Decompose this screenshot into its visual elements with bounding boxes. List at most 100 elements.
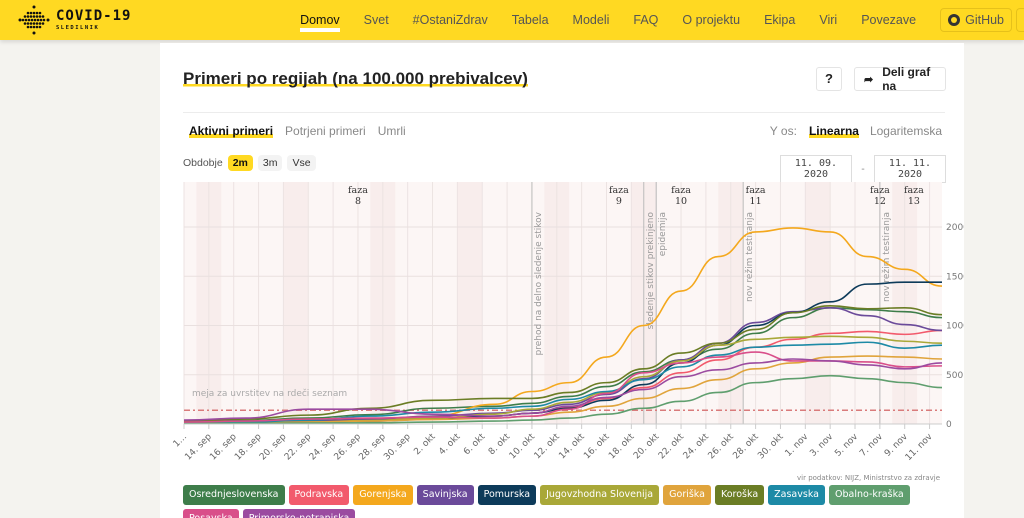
- y-tick-label: 0: [946, 420, 952, 430]
- x-tick-label: 24. okt: [682, 432, 712, 462]
- github-label: GitHub: [965, 13, 1004, 27]
- nav-domov[interactable]: Domov: [300, 13, 340, 32]
- nav-faq[interactable]: FAQ: [633, 13, 659, 27]
- top-navbar: COVID-19 SLEDILNIK Domov Svet #OstaniZdr…: [0, 0, 1024, 40]
- series-line-savinjska: [183, 306, 943, 424]
- legend-item-pomurska[interactable]: Pomurska: [477, 485, 537, 505]
- phase-number: 9: [616, 196, 622, 207]
- period-label: Obdobje: [183, 157, 223, 169]
- phase-number: 10: [675, 196, 687, 207]
- event-label: nov režim testiranja: [882, 212, 892, 302]
- x-tick-label: 12. okt: [533, 432, 563, 462]
- phase-label: faza: [671, 185, 691, 196]
- divider: [183, 112, 945, 113]
- github-button[interactable]: GitHub: [940, 8, 1012, 32]
- x-tick-label: 7. nov: [858, 432, 885, 459]
- y-tick-label: 1000: [946, 322, 964, 332]
- legend-item-koro-ka[interactable]: Koroška: [714, 485, 765, 505]
- period-3m[interactable]: 3m: [257, 155, 283, 171]
- x-tick-label: 1…: [172, 432, 189, 449]
- legend-item-osrednjeslovenska[interactable]: Osrednjeslovenska: [183, 485, 285, 505]
- metric-tabs: Aktivni primeri Potrjeni primeri Umrli: [189, 124, 418, 138]
- x-tick-label: 2. okt: [412, 432, 438, 458]
- nav-ostanizdrav[interactable]: #OstaniZdrav: [412, 13, 488, 27]
- legend-item-zasavska[interactable]: Zasavska: [768, 485, 825, 505]
- x-tick-label: 1. nov: [784, 432, 811, 459]
- threshold-label: meja za uvrstitev na rdeči seznam: [192, 388, 347, 399]
- x-tick-label: 26. okt: [707, 432, 737, 462]
- nav-tabela[interactable]: Tabela: [511, 13, 549, 27]
- legend-item-savinjska[interactable]: Savinjska: [416, 485, 474, 505]
- x-tick-label: 18. okt: [607, 432, 637, 462]
- chart-legend: Osrednjeslovenska Podravska Gorenjska Savin…: [183, 485, 963, 518]
- phase-number: 11: [750, 196, 762, 207]
- legend-item-posavska[interactable]: Posavska: [183, 509, 239, 518]
- logo[interactable]: COVID-19 SLEDILNIK: [18, 5, 131, 35]
- x-tick-label: 22. okt: [657, 432, 687, 462]
- y-tick-label: 2000: [946, 223, 964, 233]
- nav-ekipa[interactable]: Ekipa: [764, 13, 796, 27]
- phase-label: faza: [870, 185, 890, 196]
- nav-viri[interactable]: Viri: [819, 13, 838, 27]
- legend-item-jugovzhodna-slovenija[interactable]: Jugovzhodna Slovenija: [540, 485, 660, 505]
- event-label: epidemija: [658, 212, 668, 256]
- line-chart: prehod na delno sledenje stikov sledenje …: [172, 182, 964, 463]
- period-vse[interactable]: Vse: [287, 155, 316, 171]
- period-selector: Obdobje 2m 3m Vse: [183, 155, 316, 171]
- y-tick-label: 1500: [946, 272, 964, 282]
- chart-title: Primeri po regijah (na 100.000 prebivalc…: [183, 69, 528, 89]
- share-arrow-icon: ➦: [864, 73, 874, 86]
- date-separator: -: [859, 163, 866, 175]
- series-line-obalno-kra-ka: [183, 374, 943, 425]
- x-tick-label: 10. okt: [508, 432, 538, 462]
- x-tick-label: 4. okt: [437, 432, 463, 458]
- tab-umrli[interactable]: Umrli: [377, 124, 406, 138]
- event-label: sledenje stikov prekinjeno: [646, 212, 656, 330]
- legend-item-podravska[interactable]: Podravska: [288, 485, 350, 505]
- x-tick-label: 20. okt: [632, 432, 662, 462]
- tab-aktivni-primeri[interactable]: Aktivni primeri: [189, 124, 274, 138]
- x-tick-label: 14. okt: [557, 432, 587, 462]
- period-2m[interactable]: 2m: [227, 155, 253, 171]
- x-tick-label: 30. okt: [756, 432, 786, 462]
- y-axis-log[interactable]: Logaritemska: [869, 124, 942, 138]
- series-line-primorsko-notranjska: [183, 358, 943, 421]
- x-tick-label: 16. okt: [582, 432, 612, 462]
- y-axis-label: Y os:: [769, 124, 797, 138]
- chart-title-text: Primeri po regijah (na 100.000 prebivalc…: [183, 69, 528, 88]
- event-label: prehod na delno sledenje stikov: [534, 211, 544, 355]
- legend-item-primorsko-notranjska[interactable]: Primorsko-notranjska: [242, 509, 356, 518]
- share-label: Deli graf na: [882, 65, 931, 93]
- github-icon: [948, 14, 961, 26]
- legend-item-gori-ka[interactable]: Goriška: [663, 485, 711, 505]
- y-axis-linear[interactable]: Linearna: [808, 124, 859, 138]
- main-nav: Domov Svet #OstaniZdrav Tabela Modeli FA…: [300, 0, 1024, 40]
- weekend-band: [805, 182, 831, 424]
- series-line-gori-ka: [183, 355, 943, 424]
- share-button[interactable]: ➦ Deli graf na: [854, 65, 946, 93]
- nav-povezave[interactable]: Povezave: [861, 13, 917, 27]
- y-tick-label: 500: [946, 371, 963, 381]
- x-tick-label: 11. nov: [904, 432, 935, 463]
- language-button[interactable]: [1016, 8, 1024, 32]
- weekend-band: [457, 182, 483, 424]
- phase-number: 12: [874, 196, 886, 207]
- event-label: nov režim testiranja: [745, 212, 755, 302]
- nav-svet[interactable]: Svet: [363, 13, 389, 27]
- chart-card: Primeri po regijah (na 100.000 prebivalc…: [160, 43, 964, 518]
- legend-item-gorenjska[interactable]: Gorenjska: [353, 485, 413, 505]
- x-tick-label: 3. nov: [808, 432, 835, 459]
- phase-label: faza: [904, 185, 924, 196]
- nav-modeli[interactable]: Modeli: [572, 13, 610, 27]
- logo-virus-icon: [18, 5, 50, 35]
- phase-number: 8: [355, 196, 361, 207]
- phase-label: faza: [348, 185, 368, 196]
- nav-o-projektu[interactable]: O projektu: [682, 13, 741, 27]
- x-tick-label: 6. okt: [462, 432, 488, 458]
- tab-potrjeni-primeri[interactable]: Potrjeni primeri: [285, 124, 366, 138]
- help-button[interactable]: ?: [816, 67, 842, 91]
- legend-item-obalno-kra-ka[interactable]: Obalno-kraška: [828, 485, 910, 505]
- x-tick-label: 5. nov: [833, 432, 860, 459]
- phase-label: faza: [746, 185, 766, 196]
- weekend-band: [283, 182, 309, 424]
